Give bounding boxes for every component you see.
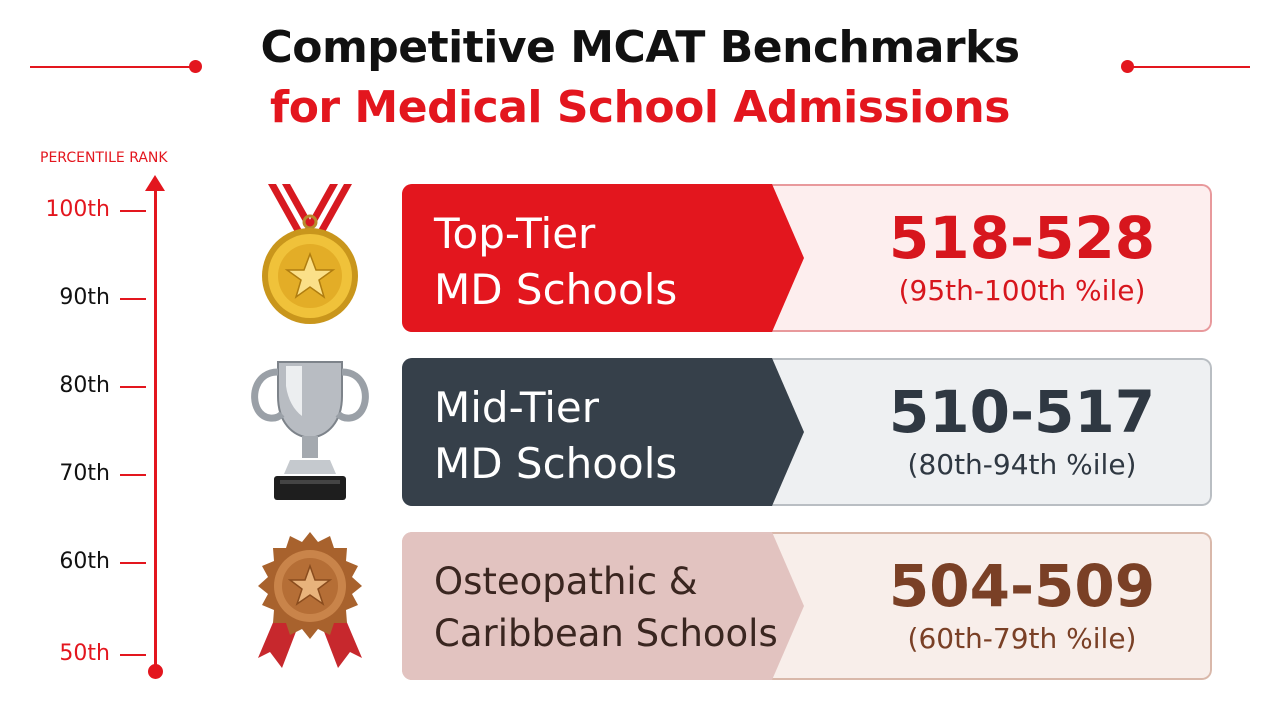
tier-name-line1: Mid-Tier [434,383,600,432]
tier-name: Osteopathic & Caribbean Schools [434,556,814,660]
bronze-rosette-icon [240,528,380,678]
tier-name-line2: MD Schools [434,439,678,488]
axis-tick [120,386,146,388]
axis-tick [120,474,146,476]
percentile-range: (95th-100th %ile) [898,274,1146,307]
tier-card-top: Top-Tier MD Schools 518-528 (95th-100th … [402,184,1212,332]
axis-tick-label: 80th [59,373,110,398]
tier-name-line2: Caribbean Schools [434,612,778,655]
axis-tick [120,654,146,656]
title-rule-right [1128,66,1250,68]
axis-label: PERCENTILE RANK [40,150,168,166]
score-range: 504-509 [888,552,1156,620]
tier-name-line1: Osteopathic & [434,560,698,603]
title-rule-left-dot [189,60,202,73]
gold-medal-icon [240,182,380,332]
axis-tick [120,298,146,300]
tier-card-mid: Mid-Tier MD Schools 510-517 (80th-94th %… [402,358,1212,506]
score-range: 518-528 [888,204,1156,272]
axis-arrow-icon [145,175,165,191]
percentile-axis [154,186,157,670]
percentile-range: (80th-94th %ile) [907,448,1137,481]
axis-tick-label: 90th [59,285,110,310]
score-range: 510-517 [888,378,1156,446]
page-title: Competitive MCAT Benchmarks [260,22,1020,73]
axis-tick [120,210,146,212]
axis-end-dot [148,664,163,679]
title-rule-left [30,66,196,68]
percentile-range: (60th-79th %ile) [907,622,1137,655]
tier-name-line2: MD Schools [434,265,678,314]
axis-tick-label: 70th [59,461,110,486]
axis-tick-label: 50th [59,641,110,666]
tier-name: Top-Tier MD Schools [434,206,814,318]
axis-tick-label: 100th [45,197,110,222]
tier-card-osteopathic: Osteopathic & Caribbean Schools 504-509 … [402,532,1212,680]
silver-trophy-icon [240,356,380,506]
tier-label-banner [402,184,804,332]
tier-name-line1: Top-Tier [434,209,596,258]
title-rule-right-dot [1121,60,1134,73]
axis-tick-label: 60th [59,549,110,574]
tier-name: Mid-Tier MD Schools [434,380,814,492]
page-subtitle: for Medical School Admissions [270,82,1010,133]
tier-label-banner [402,358,804,506]
axis-tick [120,562,146,564]
tier-label-banner [402,532,804,680]
